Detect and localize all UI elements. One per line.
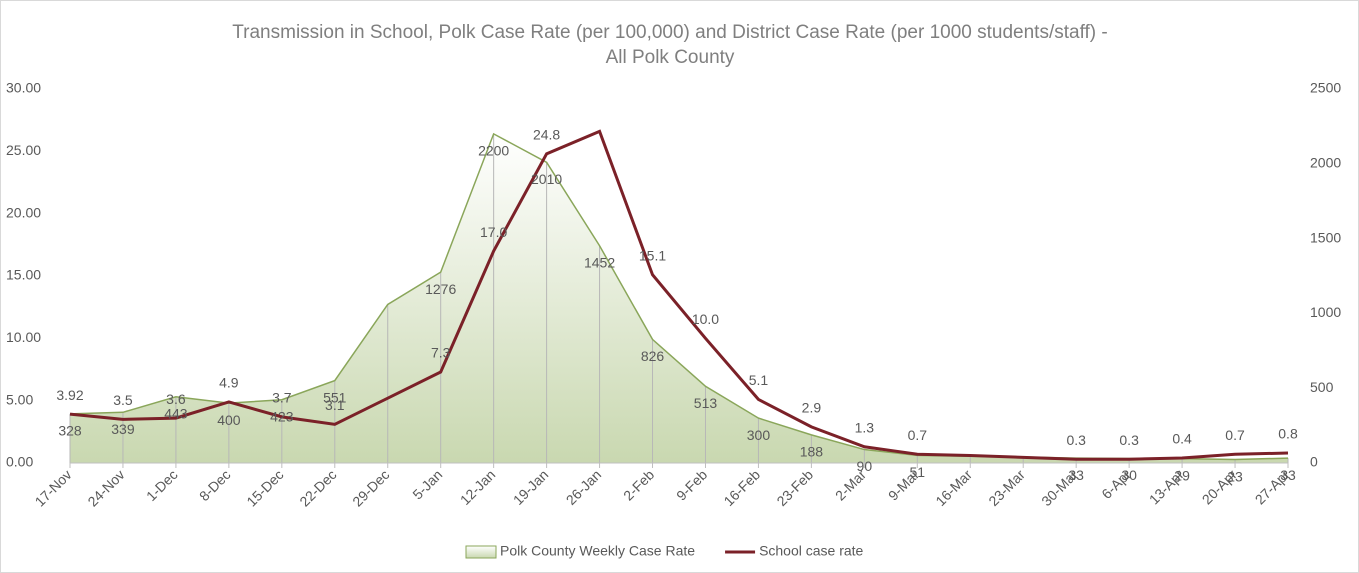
data-label: 2.9 xyxy=(802,400,822,416)
line xyxy=(69,129,1289,461)
data-label: 3.7 xyxy=(272,390,292,406)
data-label: 188 xyxy=(800,444,824,460)
data-label: 0.7 xyxy=(1225,427,1245,443)
x-tick-label: 23-Mar xyxy=(985,466,1028,509)
legend-swatch xyxy=(465,545,497,559)
x-tick-label: 9-Feb xyxy=(673,466,710,503)
x-tick-label: 2-Feb xyxy=(620,466,657,503)
x-tick-label: 16-Mar xyxy=(932,466,975,509)
y-tick-label: 25.00 xyxy=(6,142,41,158)
x-tick-label: 26-Jan xyxy=(563,466,605,508)
data-label: 1452 xyxy=(584,254,615,270)
data-label: 30 xyxy=(1121,467,1137,483)
data-label: 33 xyxy=(1280,467,1296,483)
data-label: 2200 xyxy=(478,143,509,159)
legend-label: Polk County Weekly Case Rate xyxy=(500,543,695,559)
data-label: 400 xyxy=(217,412,241,428)
x-tick-label: 20-Apr xyxy=(1199,466,1240,507)
y2-tick-label: 2500 xyxy=(1310,80,1341,96)
x-tick-label: 27-Apr xyxy=(1252,466,1293,507)
x-tick-label: 15-Dec xyxy=(243,466,286,509)
data-label: 551 xyxy=(323,389,347,405)
data-label: 0.3 xyxy=(1119,432,1139,448)
x-tick-label: 23-Feb xyxy=(773,466,816,509)
chart-title: Transmission in School, Polk Case Rate (… xyxy=(232,22,1108,68)
y-tick-label: 20.00 xyxy=(6,204,41,220)
data-label: 23 xyxy=(1227,468,1243,484)
x-tick-label: 17-Nov xyxy=(32,466,75,509)
data-label: 3.6 xyxy=(166,391,186,407)
data-label: 33 xyxy=(1068,467,1084,483)
data-label: 29 xyxy=(1174,467,1190,483)
data-label: 0.8 xyxy=(1278,426,1298,442)
data-label: 3.5 xyxy=(113,392,133,408)
x-tick-label: 1-Dec xyxy=(143,466,181,504)
data-label: 0.4 xyxy=(1172,431,1192,447)
data-label: 4.9 xyxy=(219,375,239,391)
data-label: 328 xyxy=(58,423,82,439)
data-label: 443 xyxy=(164,405,188,421)
x-tick-label: 30-Mar xyxy=(1038,466,1081,509)
y-tick-label: 5.00 xyxy=(6,391,33,407)
data-label: 5.1 xyxy=(749,372,769,388)
data-label: 3.1 xyxy=(325,397,345,413)
data-label: 24.8 xyxy=(533,127,560,143)
y2-tick-label: 1500 xyxy=(1310,229,1341,245)
data-label: 17.0 xyxy=(480,224,507,240)
y-tick-label: 0.00 xyxy=(6,454,33,470)
data-label: 1276 xyxy=(425,281,456,297)
data-label: 339 xyxy=(111,421,135,437)
x-tick-label: 12-Jan xyxy=(457,466,499,508)
x-tick-label: 8-Dec xyxy=(196,466,234,504)
x-tick-label: 19-Jan xyxy=(510,466,552,508)
y2-tick-label: 2000 xyxy=(1310,155,1341,171)
data-label: 300 xyxy=(747,427,771,443)
data-label: 3.92 xyxy=(56,387,83,403)
data-label: 1.3 xyxy=(855,419,875,435)
area xyxy=(70,133,1288,463)
data-label: 15.1 xyxy=(639,247,666,263)
data-label: 7.3 xyxy=(431,345,451,361)
data-label: 51 xyxy=(910,464,926,480)
x-tick-label: 22-Dec xyxy=(296,466,339,509)
data-label: 826 xyxy=(641,348,665,364)
data-label: 10.0 xyxy=(692,311,719,327)
data-label: 513 xyxy=(694,395,718,411)
y2-tick-label: 1000 xyxy=(1310,304,1341,320)
x-tick-label: 24-Nov xyxy=(84,466,127,509)
legend-label: School case rate xyxy=(759,543,863,559)
x-tick-label: 16-Feb xyxy=(720,466,763,509)
x-tick-label: 13-Apr xyxy=(1146,466,1187,507)
y2-tick-label: 0 xyxy=(1310,454,1318,470)
data-label: 423 xyxy=(270,408,294,424)
x-tick-label: 5-Jan xyxy=(409,466,445,502)
x-tick-label: 29-Dec xyxy=(349,466,392,509)
data-label: 0.3 xyxy=(1066,432,1086,448)
y2-tick-label: 500 xyxy=(1310,379,1334,395)
data-label: 0.7 xyxy=(908,427,928,443)
y-tick-label: 30.00 xyxy=(6,80,41,96)
y-tick-label: 15.00 xyxy=(6,267,41,283)
data-label: 2010 xyxy=(531,171,562,187)
y-tick-label: 10.00 xyxy=(6,329,41,345)
